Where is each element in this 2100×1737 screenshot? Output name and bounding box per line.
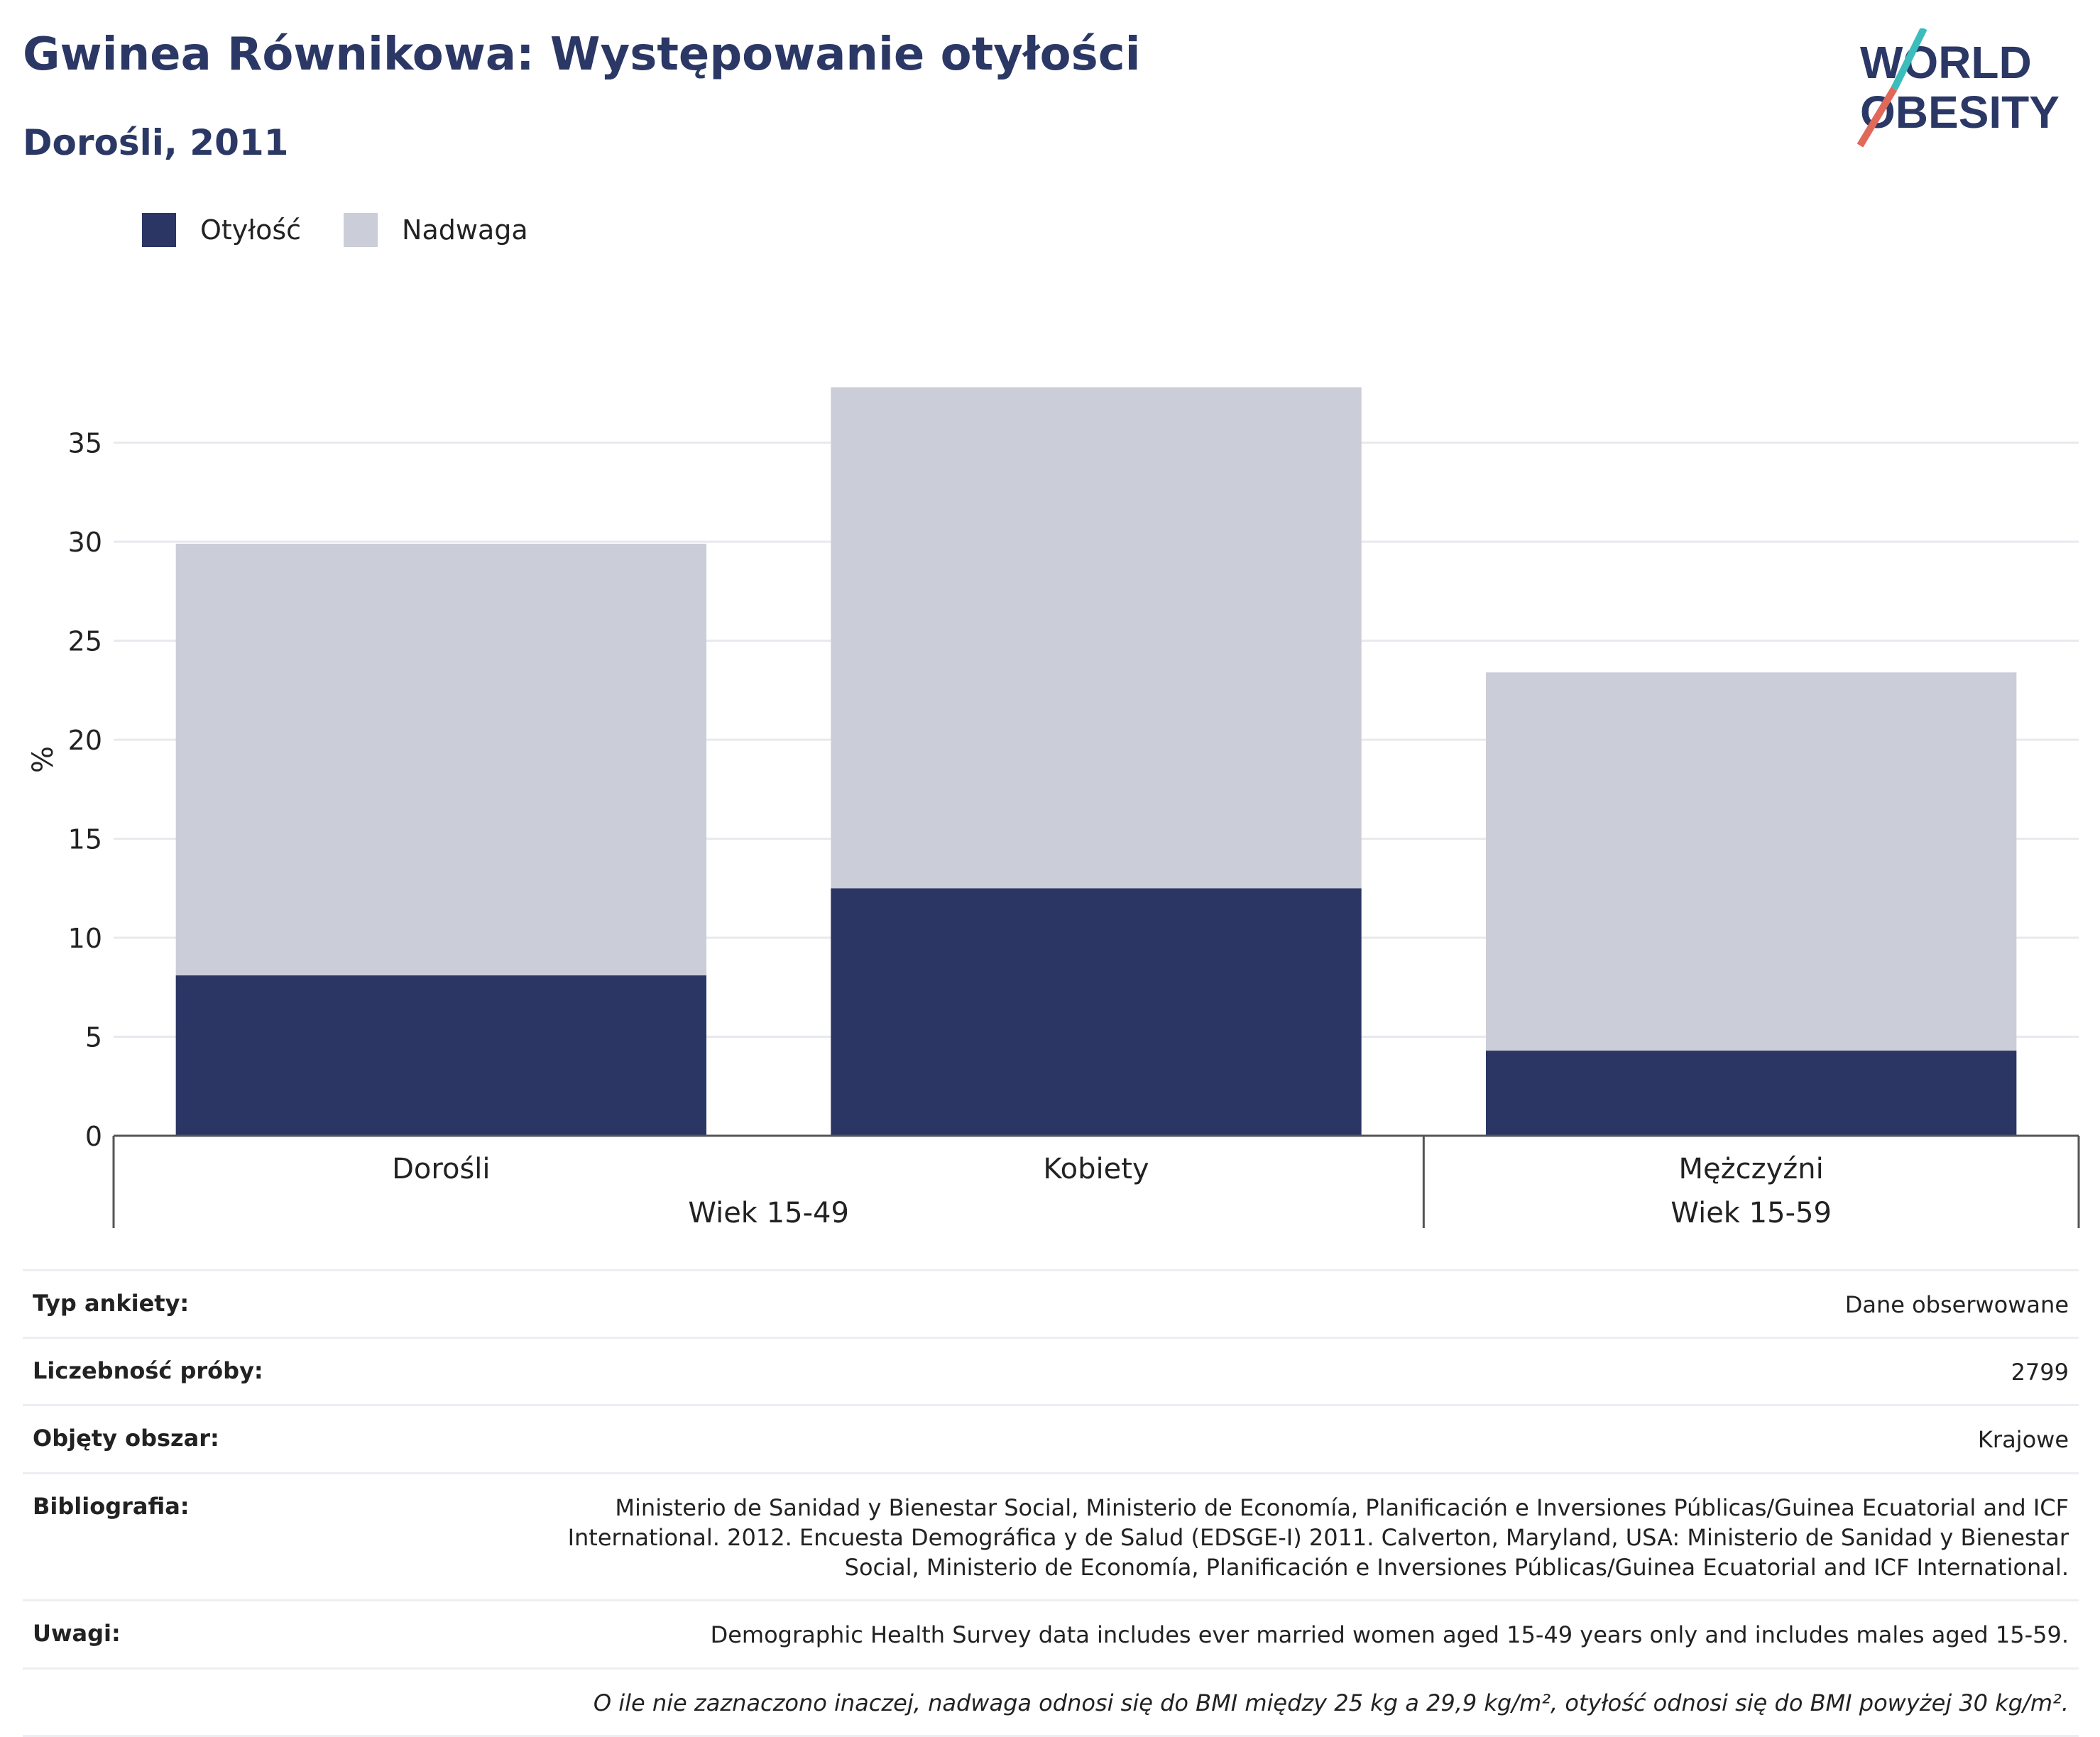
table-row-notes: Uwagi: Demographic Health Survey data in… [23,1599,2079,1667]
y-tick-label: 25 [68,626,102,657]
row-value: Demographic Health Survey data includes … [710,1621,2069,1649]
logo-line1: WORLD [1860,37,2032,88]
y-tick-label: 15 [68,824,102,855]
table-row-survey-type: Typ ankiety: Dane obserwowane [23,1269,2079,1337]
bar-obesity-1 [831,888,1362,1136]
bar-obesity-2 [1485,1051,2017,1136]
bar-overweight-0 [175,543,707,976]
group-label: Wiek 15-49 [688,1197,849,1229]
row-key: Objęty obszar: [33,1425,219,1452]
legend-label-obesity: Otyłość [200,214,302,246]
y-tick-label: 10 [68,923,102,954]
row-key: Uwagi: [33,1620,121,1648]
legend-item-obesity[interactable]: Otyłość [142,213,301,247]
bar-overweight-1 [831,387,1362,889]
chart-title: Gwinea Równikowa: Występowanie otyłości [23,28,1141,81]
y-tick-label: 20 [68,725,102,756]
table-row-footnote: O ile nie zaznaczono inaczej, nadwaga od… [23,1667,2079,1737]
logo-slash-red [1856,87,1898,148]
y-tick-label: 35 [68,428,102,459]
legend-item-overweight[interactable]: Nadwaga [344,213,528,247]
y-tick-label: 30 [68,527,102,558]
bar-chart: 0 5 10 15 20 25 30 35% Dorośli Kobiety Mężczyźni Wi… [27,387,2080,1229]
footnote: O ile nie zaznaczono inaczej, nadwaga od… [593,1689,2069,1716]
row-key: Liczebność próby: [33,1357,263,1385]
y-tick-label: 5 [85,1022,102,1053]
table-row-bibliography: Bibliografia: Ministerio de Sanidad y Bi… [23,1472,2079,1600]
row-value: 2799 [2011,1359,2069,1386]
row-key: Typ ankiety: [33,1290,190,1317]
bar-obesity-0 [175,975,707,1136]
logo-slash-teal [1891,28,1927,91]
legend-swatch-overweight [344,213,378,247]
metadata-table: Typ ankiety: Dane obserwowane Liczebność… [23,1269,2079,1737]
legend-label-overweight: Nadwaga [402,214,528,246]
world-obesity-logo: WORLD OBESITY [1856,28,2060,148]
row-value: Dane obserwowane [1844,1291,2069,1318]
x-tick-label: Mężczyźni [1679,1153,1824,1185]
bar-overweight-2 [1485,672,2017,1051]
x-tick-label: Dorośli [392,1153,490,1185]
table-row-area: Objęty obszar: Krajowe [23,1404,2079,1472]
table-row-sample-size: Liczebność próby: 2799 [23,1337,2079,1404]
legend-swatch-obesity [142,213,176,247]
row-value: Ministerio de Sanidad y Bienestar Social… [567,1494,2069,1582]
row-value: Krajowe [1977,1426,2069,1454]
chart-subtitle: Dorośli, 2011 [23,122,289,163]
group-label: Wiek 15-59 [1670,1197,1832,1229]
row-key: Bibliografia: [33,1492,190,1520]
y-axis-label: % [27,746,60,773]
legend: Otyłość Nadwaga [142,213,571,247]
x-tick-label: Kobiety [1043,1153,1149,1185]
y-tick-label: 0 [85,1121,102,1152]
